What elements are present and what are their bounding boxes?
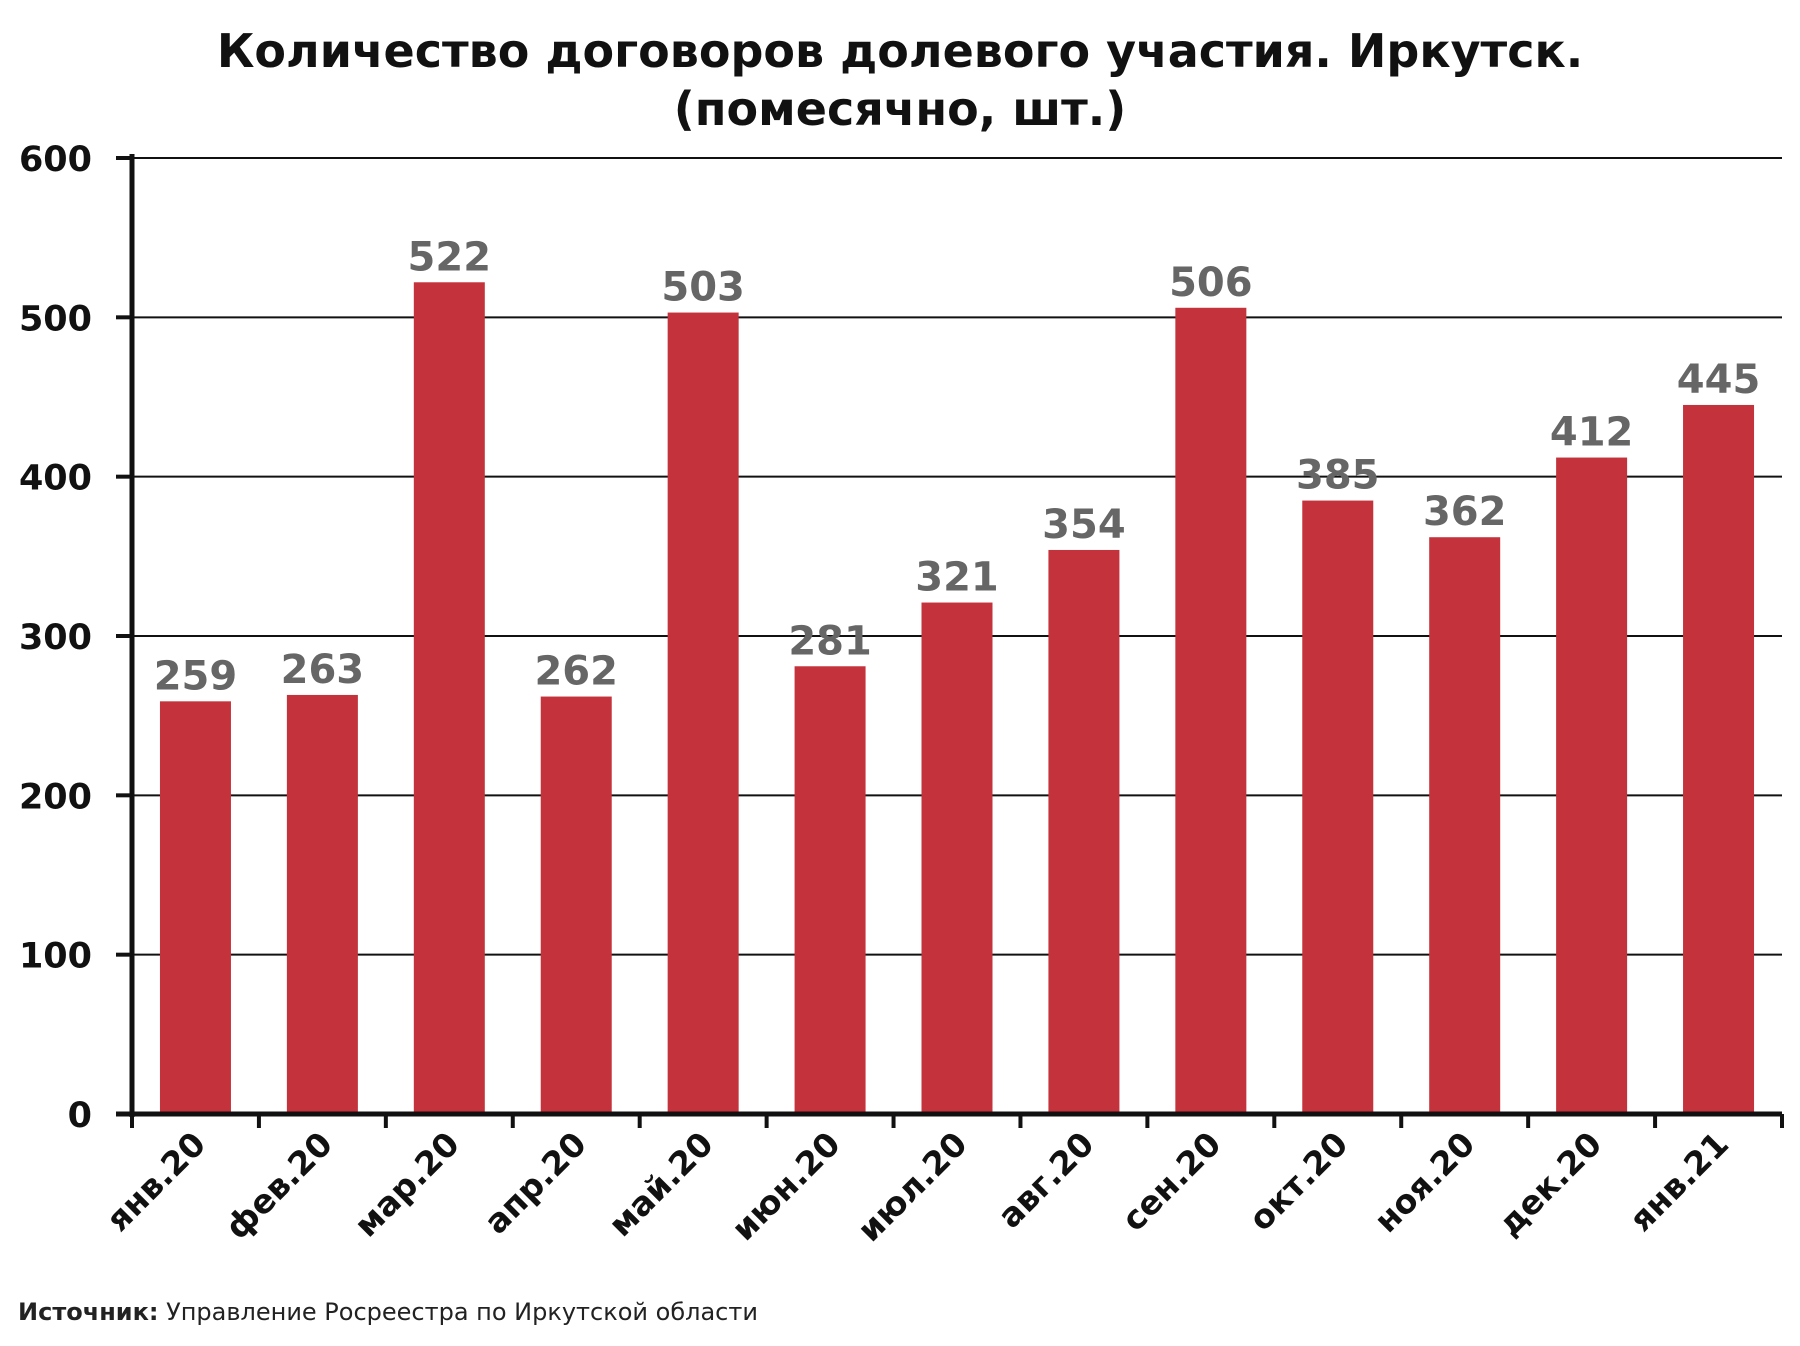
bar-value-label: 412	[1550, 410, 1634, 456]
source-note: Источник: Управление Росреестра по Иркут…	[18, 1298, 758, 1326]
x-tick-label: авг.20	[990, 1124, 1102, 1236]
bar	[794, 666, 866, 1114]
bar	[1302, 500, 1374, 1115]
bar	[159, 701, 231, 1114]
bar-value-label: 385	[1296, 453, 1380, 499]
y-tick-label: 300	[19, 618, 92, 658]
x-tick-label: окт.20	[1241, 1124, 1355, 1238]
x-tick-label: июн.20	[724, 1124, 848, 1248]
bar	[921, 602, 993, 1114]
y-tick-labels: 0 100 200 300 400 500 600	[19, 140, 92, 1136]
bar	[1683, 404, 1755, 1114]
bar-value-label: 522	[408, 234, 492, 280]
x-tick-label: янв.20	[98, 1124, 213, 1239]
bar-value-label: 259	[154, 653, 238, 699]
bar-value-label: 262	[534, 649, 618, 695]
chart-title: Количество договоров долевого участия. И…	[0, 22, 1800, 138]
bar	[413, 282, 485, 1114]
y-tick-label: 600	[19, 140, 92, 180]
bar	[1556, 457, 1628, 1115]
bar	[667, 312, 739, 1114]
bar	[540, 696, 612, 1114]
bar-value-label: 263	[281, 647, 365, 693]
bar-value-label: 362	[1423, 489, 1507, 535]
source-label: Источник:	[18, 1298, 159, 1326]
x-tick-label: дек.20	[1490, 1124, 1609, 1243]
y-tick-label: 500	[19, 299, 92, 339]
value-labels: 259 263 522 262 503 281 321 354 506 385 362 412 445	[154, 234, 1761, 699]
bar-value-label: 281	[788, 618, 872, 664]
bar-value-label: 506	[1169, 260, 1253, 306]
bar-value-label: 445	[1677, 357, 1761, 403]
y-tick-label: 100	[19, 937, 92, 977]
x-tick-label: сен.20	[1114, 1124, 1229, 1239]
x-tick-label: ноя.20	[1366, 1124, 1482, 1240]
x-tick-label: май.20	[601, 1124, 721, 1244]
bar	[1429, 537, 1501, 1114]
y-tick-label: 400	[19, 459, 92, 499]
chart-title-line2: (помесячно, шт.)	[673, 82, 1127, 136]
x-tick-label: июл.20	[850, 1124, 975, 1249]
x-tick-label: фев.20	[217, 1124, 340, 1247]
y-tick-label: 200	[19, 777, 92, 817]
x-tick-label: апр.20	[476, 1124, 593, 1241]
x-tick-labels: янв.20 фев.20 мар.20 апр.20 май.20 июн.20 июл.…	[98, 1124, 1736, 1249]
y-tick-label: 0	[68, 1096, 92, 1136]
bar-value-label: 321	[915, 555, 999, 601]
bar	[1048, 549, 1120, 1114]
source-text: Управление Росреестра по Иркутской облас…	[158, 1298, 758, 1326]
bars	[159, 282, 1755, 1115]
x-tick-label: мар.20	[347, 1124, 467, 1244]
chart-title-line1: Количество договоров долевого участия. И…	[216, 24, 1584, 78]
bar-value-label: 503	[661, 265, 745, 311]
bar-value-label: 354	[1042, 502, 1126, 548]
bar	[286, 694, 358, 1114]
bar	[1175, 307, 1247, 1115]
axes	[116, 154, 1784, 1128]
x-tick-label: янв.21	[1621, 1124, 1736, 1239]
